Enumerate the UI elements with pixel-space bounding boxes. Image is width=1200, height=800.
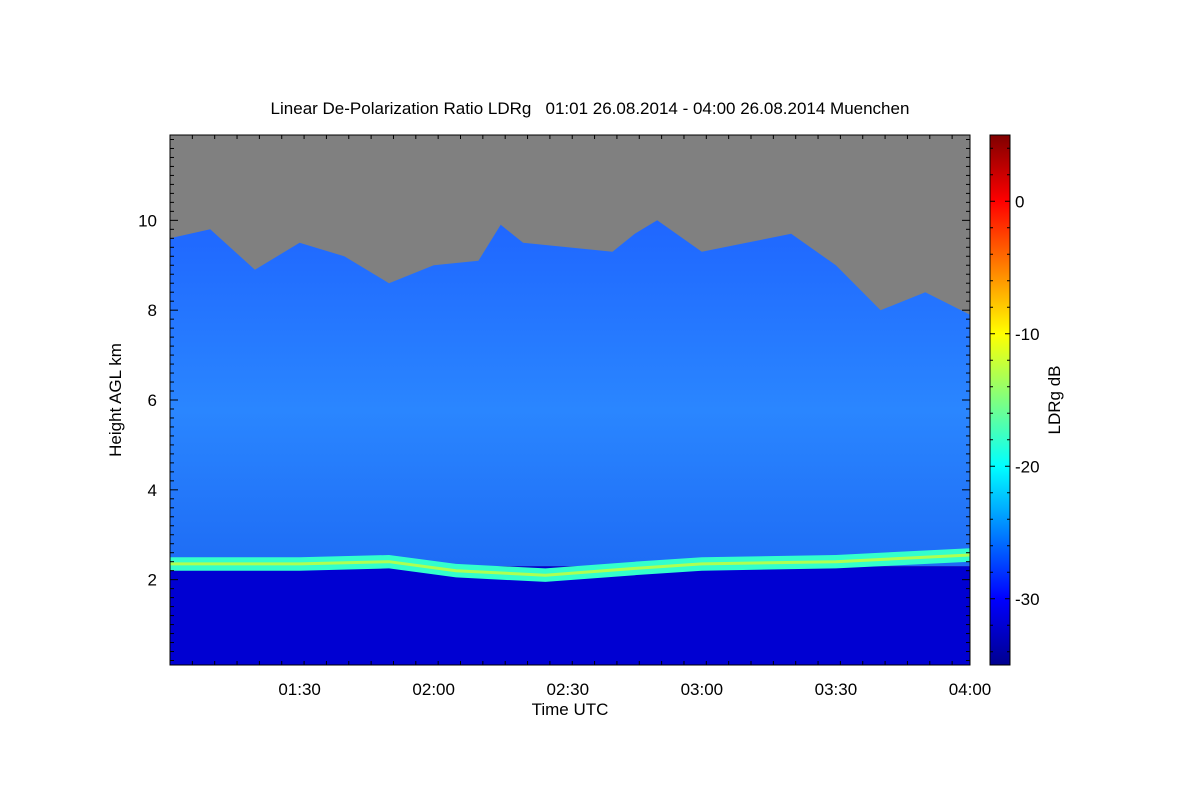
x-tick-label: 03:00 — [681, 680, 724, 699]
colorbar-tick-label: -30 — [1015, 590, 1040, 609]
y-axis-label: Height AGL km — [106, 343, 125, 457]
chart-title: Linear De-Polarization Ratio LDRg 01:01 … — [271, 99, 910, 118]
x-axis: 01:30 02:00 02:30 03:00 03:30 04:00 — [169, 135, 992, 699]
x-tick-label: 04:00 — [949, 680, 992, 699]
colorbar — [989, 134, 1011, 666]
y-axis: 2 4 6 8 10 — [138, 138, 970, 662]
x-tick-label: 02:00 — [412, 680, 455, 699]
colorbar-label: LDRg dB — [1045, 366, 1064, 435]
colorbar-tick-label: -20 — [1015, 457, 1040, 476]
x-axis-label: Time UTC — [532, 700, 609, 719]
y-tick-label: 4 — [148, 481, 157, 500]
colorbar-ticks: 0 -10 -20 -30 — [990, 147, 1040, 653]
x-tick-label: 02:30 — [546, 680, 589, 699]
y-tick-label: 10 — [138, 211, 157, 230]
melting-layer-core — [170, 553, 970, 577]
x-tick-label: 03:30 — [815, 680, 858, 699]
melting-layer-band — [170, 548, 970, 582]
rain-region — [170, 566, 970, 665]
colorbar-tick-label: 0 — [1015, 192, 1024, 211]
x-tick-label: 01:30 — [278, 680, 321, 699]
y-tick-label: 6 — [148, 391, 157, 410]
plot-area — [170, 135, 970, 665]
ice-cloud-region — [170, 220, 970, 567]
colorbar-tick-label: -10 — [1015, 325, 1040, 344]
y-tick-label: 8 — [148, 301, 157, 320]
y-tick-label: 2 — [148, 571, 157, 590]
